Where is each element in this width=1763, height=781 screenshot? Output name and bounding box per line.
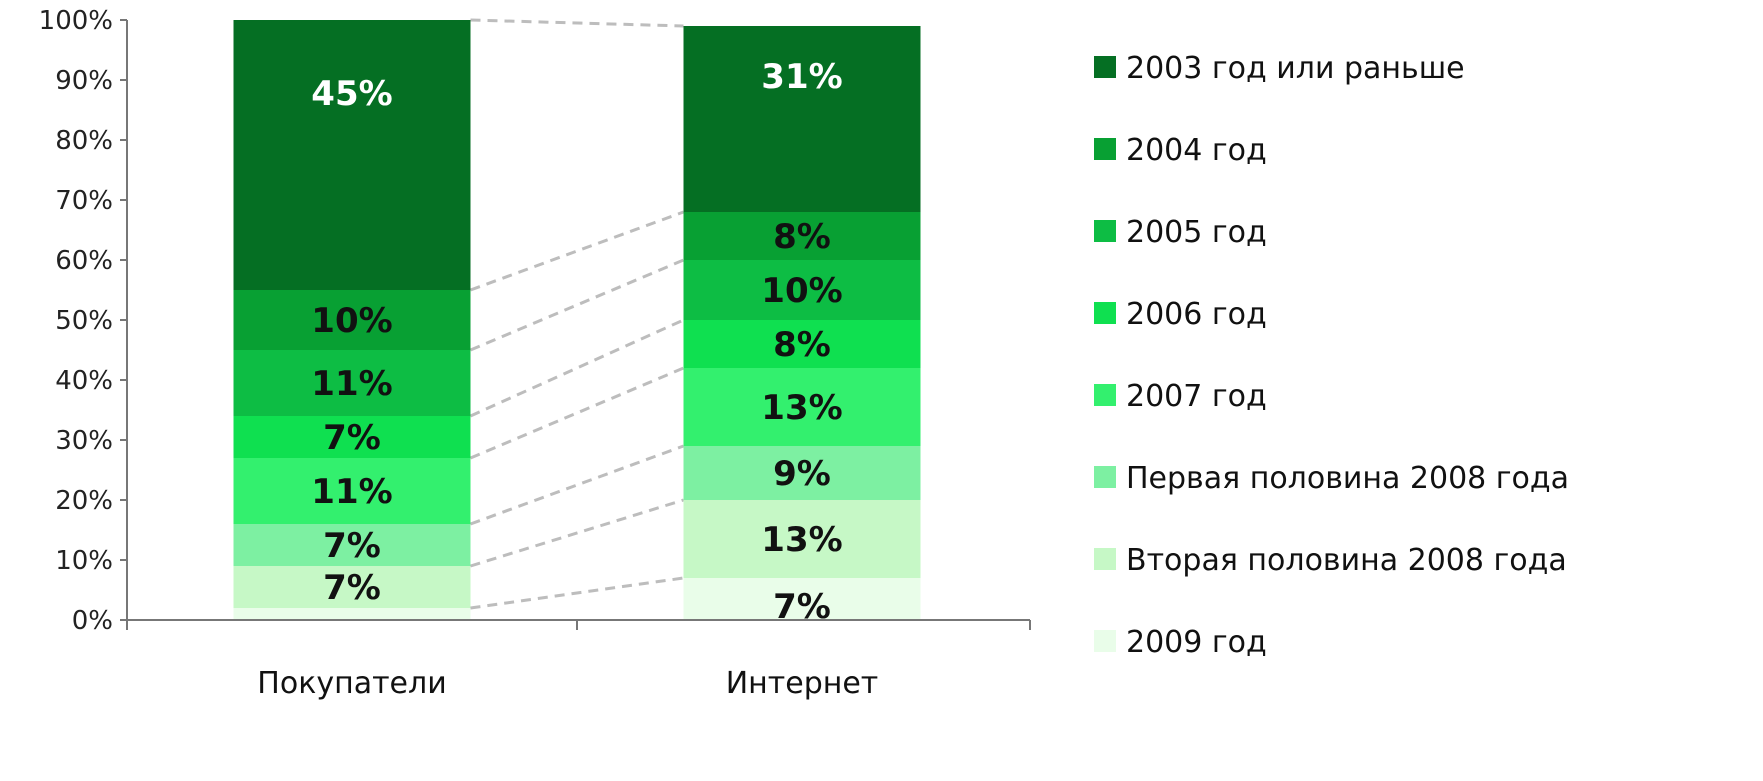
bar-segment — [683, 500, 921, 578]
y-tick-label: 40% — [55, 366, 113, 396]
y-tick-label: 100% — [39, 6, 113, 36]
data-label: 9% — [773, 454, 831, 494]
bars: 7%7%13%7%9%11%13%7%8%11%10%10%8%45% 31% — [233, 20, 921, 627]
series-line — [470, 18, 684, 28]
bar-segment — [233, 524, 471, 566]
data-label: 11% — [311, 364, 392, 404]
data-label: 11% — [311, 472, 392, 512]
data-label: 45% — [311, 74, 392, 114]
data-label: 13% — [761, 388, 842, 428]
bar-segment — [683, 320, 921, 368]
y-tick-label: 90% — [55, 66, 113, 96]
series-line — [469, 366, 685, 460]
series-line — [469, 318, 685, 418]
y-tick-label: 50% — [55, 306, 113, 336]
legend-swatch — [1094, 220, 1116, 242]
y-tick-label: 30% — [55, 426, 113, 456]
series-line — [469, 258, 685, 352]
legend: 2003 год или раньше 2004 год 2005 год 2006 … — [1094, 51, 1569, 660]
legend-swatch — [1094, 138, 1116, 160]
bar-segment — [683, 212, 921, 260]
bar-segment — [683, 368, 921, 446]
legend-swatch — [1094, 466, 1116, 488]
x-tick-label: Покупатели — [257, 666, 446, 701]
legend-label: Первая половина 2008 года — [1126, 461, 1569, 496]
bar-segment — [233, 458, 471, 524]
series-line — [469, 210, 685, 292]
bar-segment — [233, 566, 471, 608]
data-label: 7% — [323, 568, 381, 608]
x-axis: Покупатели Интернет — [126, 619, 1031, 701]
legend-swatch — [1094, 302, 1116, 324]
bar-segment — [233, 350, 471, 416]
y-tick-label: 80% — [55, 126, 113, 156]
bar-segment — [233, 608, 471, 620]
bar-segment — [683, 26, 921, 212]
y-tick-label: 20% — [55, 486, 113, 516]
data-label: 10% — [761, 271, 842, 311]
legend-label: 2003 год или раньше — [1126, 51, 1465, 86]
bar-segment — [233, 416, 471, 458]
y-tick-label: 0% — [72, 606, 113, 636]
bar-segment — [233, 290, 471, 350]
data-label: 8% — [773, 325, 831, 365]
x-tick-label: Интернет — [726, 666, 879, 701]
legend-label: 2007 год — [1126, 379, 1267, 414]
legend-swatch — [1094, 630, 1116, 652]
legend-swatch — [1094, 56, 1116, 78]
series-line — [469, 444, 685, 526]
legend-label: 2009 год — [1126, 625, 1267, 660]
legend-label: 2005 год — [1126, 215, 1267, 250]
legend-swatch — [1094, 384, 1116, 406]
data-label: 7% — [323, 418, 381, 458]
data-label: 7% — [323, 526, 381, 566]
y-tick-label: 60% — [55, 246, 113, 276]
bar-segment — [683, 578, 921, 620]
bar-segment — [683, 260, 921, 320]
y-tick-label: 10% — [55, 546, 113, 576]
data-label: 8% — [773, 217, 831, 257]
bar-segment — [233, 20, 471, 290]
legend-label: 2006 год — [1126, 297, 1267, 332]
y-axis: 0% 10% 20% 30% 40% 50% 60% 70% 80% 90% 100% — [39, 6, 128, 636]
legend-swatch — [1094, 548, 1116, 570]
legend-label: 2004 год — [1126, 133, 1267, 168]
data-label: 10% — [311, 301, 392, 341]
data-label: 31% — [761, 57, 842, 97]
legend-label: Вторая половина 2008 года — [1126, 543, 1567, 578]
data-label: 13% — [761, 520, 842, 560]
series-line — [470, 498, 684, 568]
y-tick-label: 70% — [55, 186, 113, 216]
bar-segment — [683, 446, 921, 500]
series-line — [470, 576, 684, 610]
series-lines — [469, 18, 685, 610]
